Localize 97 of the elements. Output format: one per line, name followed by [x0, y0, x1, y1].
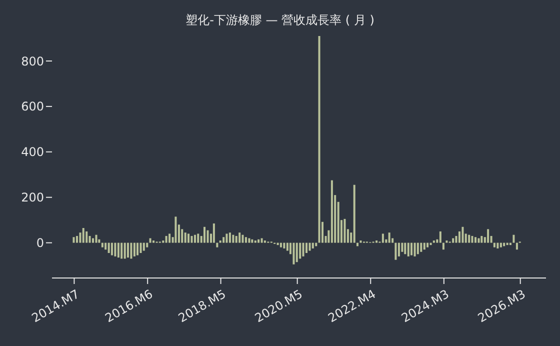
bar [318, 36, 320, 243]
bar [130, 242, 132, 259]
y-tick-label: 200 [21, 190, 44, 205]
bar [110, 242, 113, 256]
chart-title: 塑化-下游橡膠 — 營收成長率 ( 月 ) [184, 12, 376, 29]
bar [280, 242, 282, 248]
bar [426, 242, 429, 248]
bar [512, 234, 515, 243]
bar [496, 242, 499, 248]
bar [404, 242, 406, 254]
bar [232, 234, 234, 243]
bar [283, 242, 286, 248]
bar [136, 242, 138, 256]
bar [146, 242, 148, 248]
bar [101, 242, 104, 248]
bar [308, 242, 311, 251]
bar [353, 184, 356, 243]
bar [190, 236, 193, 243]
bar [382, 234, 384, 243]
bar [296, 242, 298, 262]
bar [226, 234, 228, 243]
bar [133, 242, 136, 256]
bar [165, 236, 168, 243]
bar [197, 234, 200, 243]
bar [142, 242, 145, 251]
bar [86, 231, 88, 243]
bar [204, 226, 206, 243]
bar [407, 242, 410, 256]
bar [286, 242, 288, 251]
bar [487, 229, 490, 243]
bar [398, 242, 400, 256]
bar [462, 226, 464, 243]
bar [251, 239, 254, 243]
y-tick-label: 400 [21, 145, 44, 160]
bar [414, 242, 416, 256]
y-tick-label: 800 [21, 54, 44, 68]
bar [72, 237, 75, 243]
bar [235, 236, 238, 243]
bar [117, 242, 120, 258]
bar [410, 242, 413, 256]
bar [493, 242, 496, 248]
bar [416, 242, 419, 254]
bar [305, 242, 308, 254]
bar [140, 242, 142, 254]
bar [468, 234, 470, 243]
bar [423, 242, 426, 250]
bar [242, 234, 244, 243]
bar [95, 234, 98, 243]
bar [299, 242, 302, 259]
bar [420, 242, 422, 252]
bar [258, 239, 260, 243]
bar [228, 232, 231, 243]
bar [312, 242, 314, 248]
bar [388, 232, 390, 243]
y-tick-label: 0 [36, 236, 44, 250]
bar [330, 180, 333, 243]
bar [474, 237, 476, 243]
bar [394, 242, 397, 260]
bar [108, 242, 110, 254]
bar [194, 234, 196, 243]
bar [302, 242, 304, 256]
bar [452, 238, 454, 243]
bar [244, 237, 247, 243]
bar [184, 232, 186, 243]
bar [187, 234, 190, 243]
bar [500, 242, 502, 248]
bar [88, 236, 91, 243]
bar [92, 238, 94, 243]
bar [168, 234, 171, 243]
bar [480, 236, 483, 243]
bar [104, 242, 107, 250]
bar [120, 242, 123, 259]
bar [260, 238, 263, 243]
bar [516, 242, 518, 250]
bar [82, 228, 84, 243]
bar [471, 236, 474, 243]
bar [174, 216, 177, 243]
bar [124, 242, 126, 259]
bar [98, 239, 100, 243]
bar [248, 238, 250, 243]
y-tick-label: 600 [21, 100, 44, 114]
bar [478, 238, 480, 243]
bar [222, 237, 225, 243]
bar [458, 231, 460, 243]
bar [149, 238, 152, 243]
bar [344, 218, 346, 243]
bar [238, 232, 241, 243]
bar [455, 236, 458, 243]
bar [76, 236, 78, 243]
bar [206, 230, 209, 243]
bar [292, 242, 295, 264]
bar [126, 242, 129, 258]
bar [216, 242, 218, 248]
bar [439, 231, 442, 243]
bar [442, 242, 444, 250]
bar [212, 223, 215, 243]
bar [114, 242, 116, 256]
